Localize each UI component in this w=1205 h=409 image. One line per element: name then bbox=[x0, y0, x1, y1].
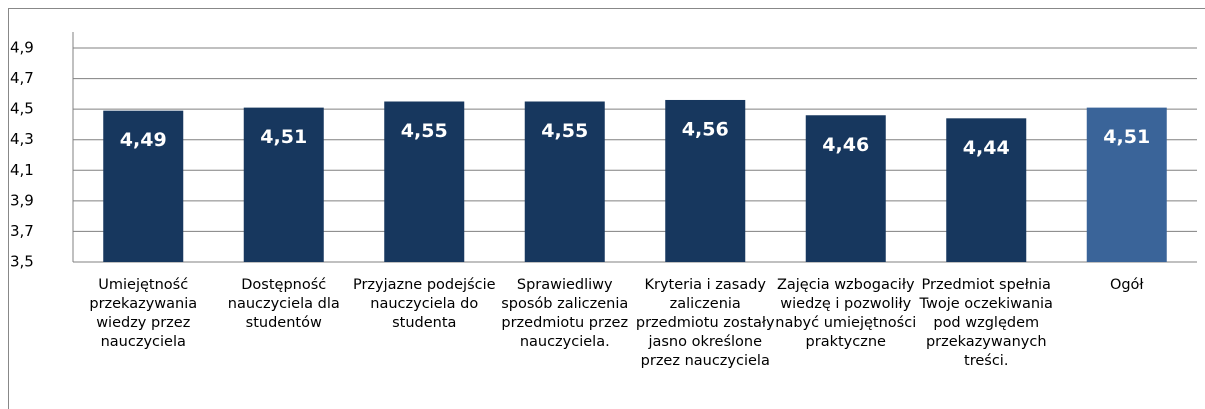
x-tick-label: Ogół bbox=[1109, 277, 1144, 293]
x-tick-label: Kryteria i zasady zaliczenia przedmiotu … bbox=[635, 277, 775, 369]
bar bbox=[805, 115, 886, 262]
bar bbox=[1086, 107, 1167, 262]
x-tick-label: Zajęcia wzbogaciły wiedzę i pozwoliły na… bbox=[775, 277, 917, 350]
x-tick-label: Przyjazne podejście nauczyciela do stude… bbox=[352, 277, 496, 331]
bar bbox=[665, 99, 746, 262]
y-tick-label: 4,3 bbox=[10, 130, 34, 148]
data-label: 4,44 bbox=[963, 137, 1010, 159]
data-label: 4,46 bbox=[822, 134, 869, 156]
x-tick-label: Umiejętność przekazywania wiedzy przez n… bbox=[89, 277, 198, 350]
data-label: 4,55 bbox=[401, 120, 448, 142]
data-label: 4,51 bbox=[1103, 126, 1150, 148]
data-label: 4,51 bbox=[260, 126, 307, 148]
bar bbox=[946, 118, 1027, 262]
bar bbox=[103, 110, 184, 263]
chart-frame bbox=[8, 8, 1205, 409]
bar bbox=[243, 107, 324, 262]
bar bbox=[384, 101, 465, 262]
y-tick-label: 4,5 bbox=[10, 100, 34, 118]
x-tick-label: Dostępność nauczyciela dla studentów bbox=[227, 277, 340, 331]
bar bbox=[524, 101, 605, 262]
y-tick-label: 3,7 bbox=[10, 222, 34, 240]
y-tick-label: 4,9 bbox=[10, 39, 34, 57]
x-tick-label: Sprawiedliwy sposób zaliczenia przedmiot… bbox=[501, 277, 629, 350]
data-label: 4,56 bbox=[682, 118, 729, 140]
y-tick-label: 4,1 bbox=[10, 161, 34, 179]
x-tick-label: Przedmiot spełnia Twoje oczekiwania pod … bbox=[919, 277, 1053, 369]
y-tick-label: 3,5 bbox=[10, 253, 34, 271]
y-tick-label: 3,9 bbox=[10, 191, 34, 209]
data-label: 4,55 bbox=[541, 120, 588, 142]
data-label: 4,49 bbox=[120, 129, 167, 151]
y-tick-label: 4,7 bbox=[10, 69, 34, 87]
